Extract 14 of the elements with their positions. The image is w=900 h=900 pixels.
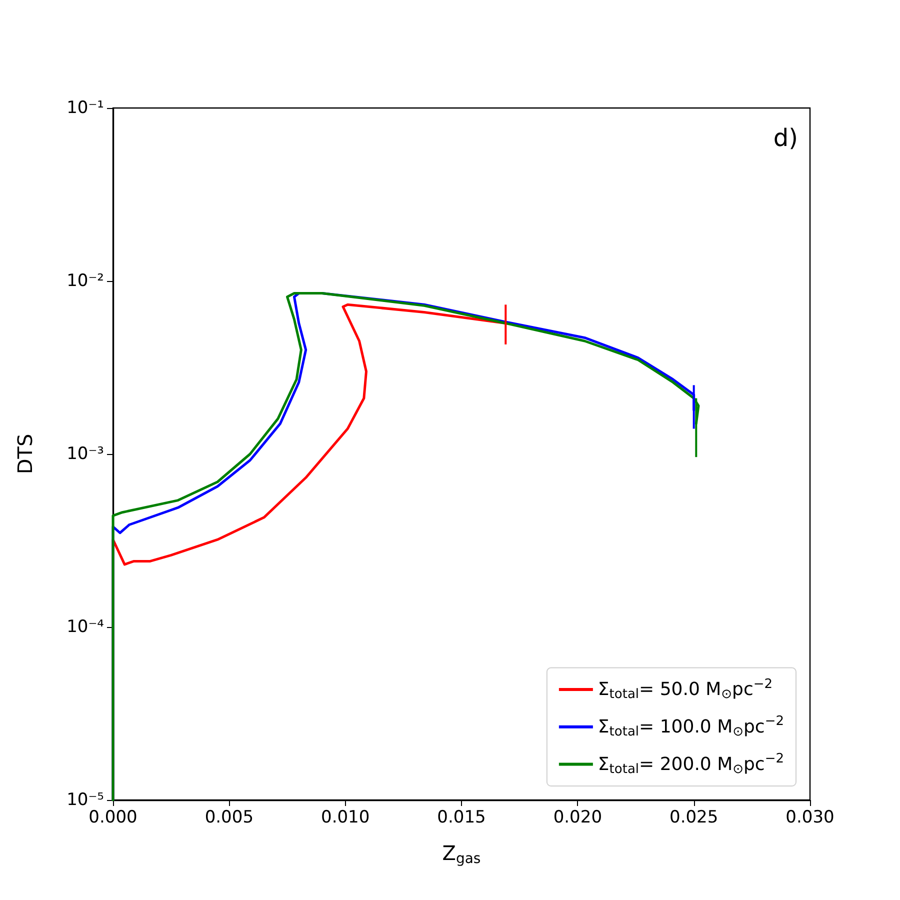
x-tick-label: 0.020 — [553, 808, 602, 828]
x-tick-label: 0.010 — [320, 808, 370, 828]
y-tick-label: 10⁻³ — [66, 444, 104, 464]
y-tick-label: 10⁻⁴ — [66, 617, 104, 637]
x-tick-label: 0.000 — [88, 808, 138, 828]
y-axis-title: DTS — [13, 434, 37, 474]
x-tick-label: 0.025 — [669, 808, 718, 828]
y-tick-label: 10⁻² — [66, 271, 104, 291]
annotation: d) — [773, 124, 798, 152]
x-tick-label: 0.005 — [204, 808, 254, 828]
x-tick-label: 0.030 — [786, 808, 834, 828]
y-tick-label: 10⁻¹ — [66, 98, 104, 118]
x-tick-label: 0.015 — [437, 808, 486, 828]
y-tick-label: 10⁻⁵ — [66, 790, 104, 810]
